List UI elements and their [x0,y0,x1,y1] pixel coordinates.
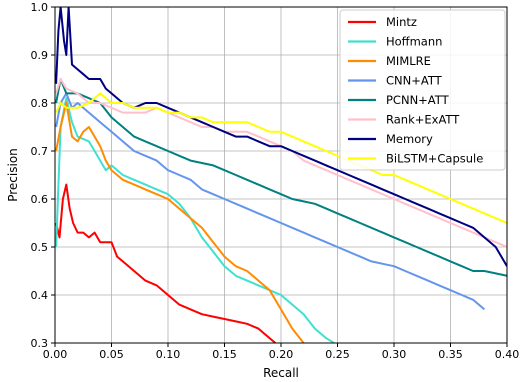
x-axis-title: Recall [263,366,299,380]
series-line-mintz [55,183,277,343]
y-axis-title: Precision [6,148,20,202]
legend-label: Memory [386,132,433,146]
y-tick-label: 0.7 [31,145,49,158]
legend-label: CNN+ATT [386,74,443,88]
legend-box [339,9,506,171]
x-tick-label: 0.00 [43,348,68,361]
x-tick-label: 0.35 [438,348,463,361]
y-tick-label: 0.3 [31,337,49,350]
legend-label: MIMLRE [386,54,431,68]
y-axis-ticks: 0.3 0.4 0.5 0.6 0.7 0.8 0.9 1.0 [31,1,55,350]
series-line-rank-exatt [55,78,507,248]
y-tick-label: 1.0 [31,1,49,14]
x-tick-label: 0.40 [495,348,520,361]
series-lines [55,7,507,343]
x-tick-label: 0.05 [99,348,124,361]
series-line-cnn-att [55,92,486,311]
x-tick-label: 0.30 [382,348,407,361]
series-line-mimlre [55,102,305,343]
legend-label: Mintz [386,15,417,29]
legend-label: Hoffmann [386,35,442,49]
y-tick-label: 0.6 [31,193,49,206]
series-line-bilstm-capsule [55,92,507,224]
series-line-pcnn-att [55,78,507,277]
y-tick-label: 0.8 [31,97,49,110]
x-tick-label: 0.25 [325,348,350,361]
x-tick-label: 0.15 [212,348,237,361]
series-line-hoffmann [55,97,335,343]
legend-label: BiLSTM+Capsule [386,152,483,166]
y-tick-label: 0.5 [31,241,49,254]
x-tick-label: 0.20 [269,348,294,361]
x-tick-label: 0.10 [156,348,181,361]
legend: Mintz Hoffmann MIMLRE CNN+ATT PCNN+ATT Rank+E… [339,9,506,171]
y-tick-label: 0.9 [31,49,49,62]
series-line-memory [55,7,507,267]
legend-label: PCNN+ATT [386,93,450,107]
y-tick-label: 0.4 [31,289,49,302]
x-axis-ticks: 0.00 0.05 0.10 0.15 0.20 0.25 0.30 0.35 0.40 [43,343,520,361]
legend-label: Rank+ExATT [386,113,460,127]
